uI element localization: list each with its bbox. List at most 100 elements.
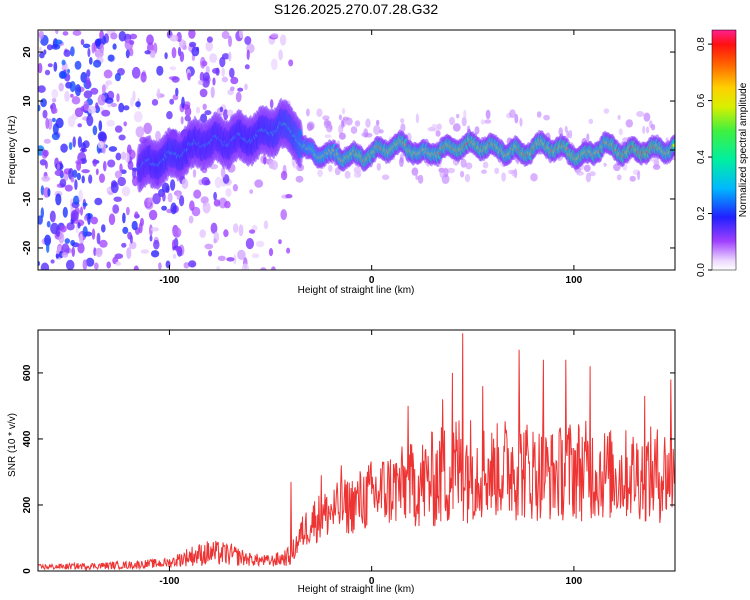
noise-blob [461, 116, 467, 127]
noise-blob [223, 109, 229, 121]
noise-blob [59, 225, 67, 233]
noise-blob [480, 119, 486, 125]
noise-blob [235, 91, 242, 103]
noise-blob [72, 136, 76, 148]
noise-blob [54, 39, 63, 45]
noise-blob [156, 65, 164, 76]
noise-blob [288, 59, 294, 67]
noise-blob [38, 104, 41, 112]
noise-blob [45, 117, 50, 129]
noise-blob [38, 62, 43, 74]
noise-blob [509, 109, 516, 119]
noise-blob [87, 47, 91, 58]
spectrogram-x-label: Height of straight line (km) [298, 285, 415, 296]
noise-blob [170, 179, 176, 191]
noise-blob [452, 123, 461, 132]
noise-blob [101, 109, 111, 117]
y-tick-label: -20 [22, 240, 33, 255]
noise-blob [566, 130, 570, 139]
noise-blob [203, 72, 210, 82]
noise-blob [108, 213, 116, 226]
noise-blob [244, 83, 248, 91]
noise-blob [237, 249, 246, 260]
noise-blob [99, 239, 108, 248]
noise-blob [41, 175, 51, 182]
noise-blob [278, 239, 282, 245]
noise-blob [103, 160, 107, 172]
noise-blob [114, 72, 121, 82]
noise-blob [583, 164, 591, 172]
noise-blob [118, 31, 127, 42]
noise-blob [176, 191, 181, 200]
noise-blob [295, 175, 304, 183]
noise-blob [192, 169, 197, 178]
noise-blob [95, 168, 99, 176]
noise-blob [268, 248, 274, 257]
noise-blob [148, 209, 158, 221]
colorbar-ticks: 0.0 0.2 0.4 0.6 0.8 [696, 37, 712, 277]
noise-blob [50, 259, 55, 264]
noise-blob [126, 247, 132, 259]
noise-blob [213, 238, 217, 244]
y-tick-label: 20 [22, 46, 33, 58]
noise-blob [129, 241, 137, 250]
noise-blob [270, 33, 279, 39]
noise-blob [494, 167, 500, 174]
noise-blob [280, 209, 288, 221]
noise-blob [270, 58, 278, 71]
y-tick-label: 400 [22, 430, 33, 447]
colorbar-frame [711, 29, 737, 271]
noise-blob [400, 123, 406, 133]
y-tick-label: -10 [22, 191, 33, 206]
noise-blob [224, 200, 231, 209]
noise-blob [93, 262, 99, 270]
noise-blob [214, 176, 222, 189]
noise-blob [97, 140, 104, 149]
noise-blob [181, 96, 185, 109]
noise-blob [169, 98, 175, 105]
spectrogram-y-ticks: -20 -10 0 10 20 [22, 46, 675, 255]
noise-blob [543, 114, 550, 121]
snr-y-label: SNR (10 * v/v) [7, 413, 18, 477]
noise-blob [464, 174, 471, 183]
noise-blob [140, 217, 144, 227]
noise-blob [114, 125, 123, 133]
noise-blob [146, 34, 154, 45]
noise-blob [85, 257, 95, 267]
noise-blob [43, 138, 51, 144]
noise-blob [70, 93, 74, 98]
colorbar-tick-label: 0.2 [696, 206, 707, 220]
noise-blob [400, 118, 405, 124]
noise-blob [189, 41, 197, 48]
spectrogram-ridge [136, 97, 675, 193]
noise-blob [97, 131, 107, 142]
noise-blob [381, 174, 390, 180]
noise-blob [345, 117, 353, 126]
noise-blob [651, 124, 656, 131]
noise-blob [62, 206, 68, 218]
noise-blob [187, 72, 191, 81]
noise-blob [58, 70, 66, 79]
noise-blob [55, 193, 62, 206]
noise-blob [83, 100, 89, 112]
noise-blob [51, 117, 56, 123]
noise-blob [120, 151, 127, 160]
noise-blob [106, 187, 112, 192]
noise-blob [49, 210, 56, 223]
noise-blob [249, 189, 254, 195]
noise-blob [81, 175, 85, 184]
noise-blob [40, 207, 44, 219]
noise-blob [106, 119, 115, 127]
noise-blob [74, 107, 84, 118]
noise-blob [58, 82, 64, 92]
noise-blob [166, 111, 173, 120]
noise-blob [263, 220, 269, 230]
noise-blob [636, 111, 645, 117]
noise-blob [350, 126, 358, 134]
noise-blob [245, 238, 254, 250]
noise-blob [164, 52, 168, 60]
noise-blob [134, 211, 139, 219]
colorbar-gradient [712, 30, 736, 270]
